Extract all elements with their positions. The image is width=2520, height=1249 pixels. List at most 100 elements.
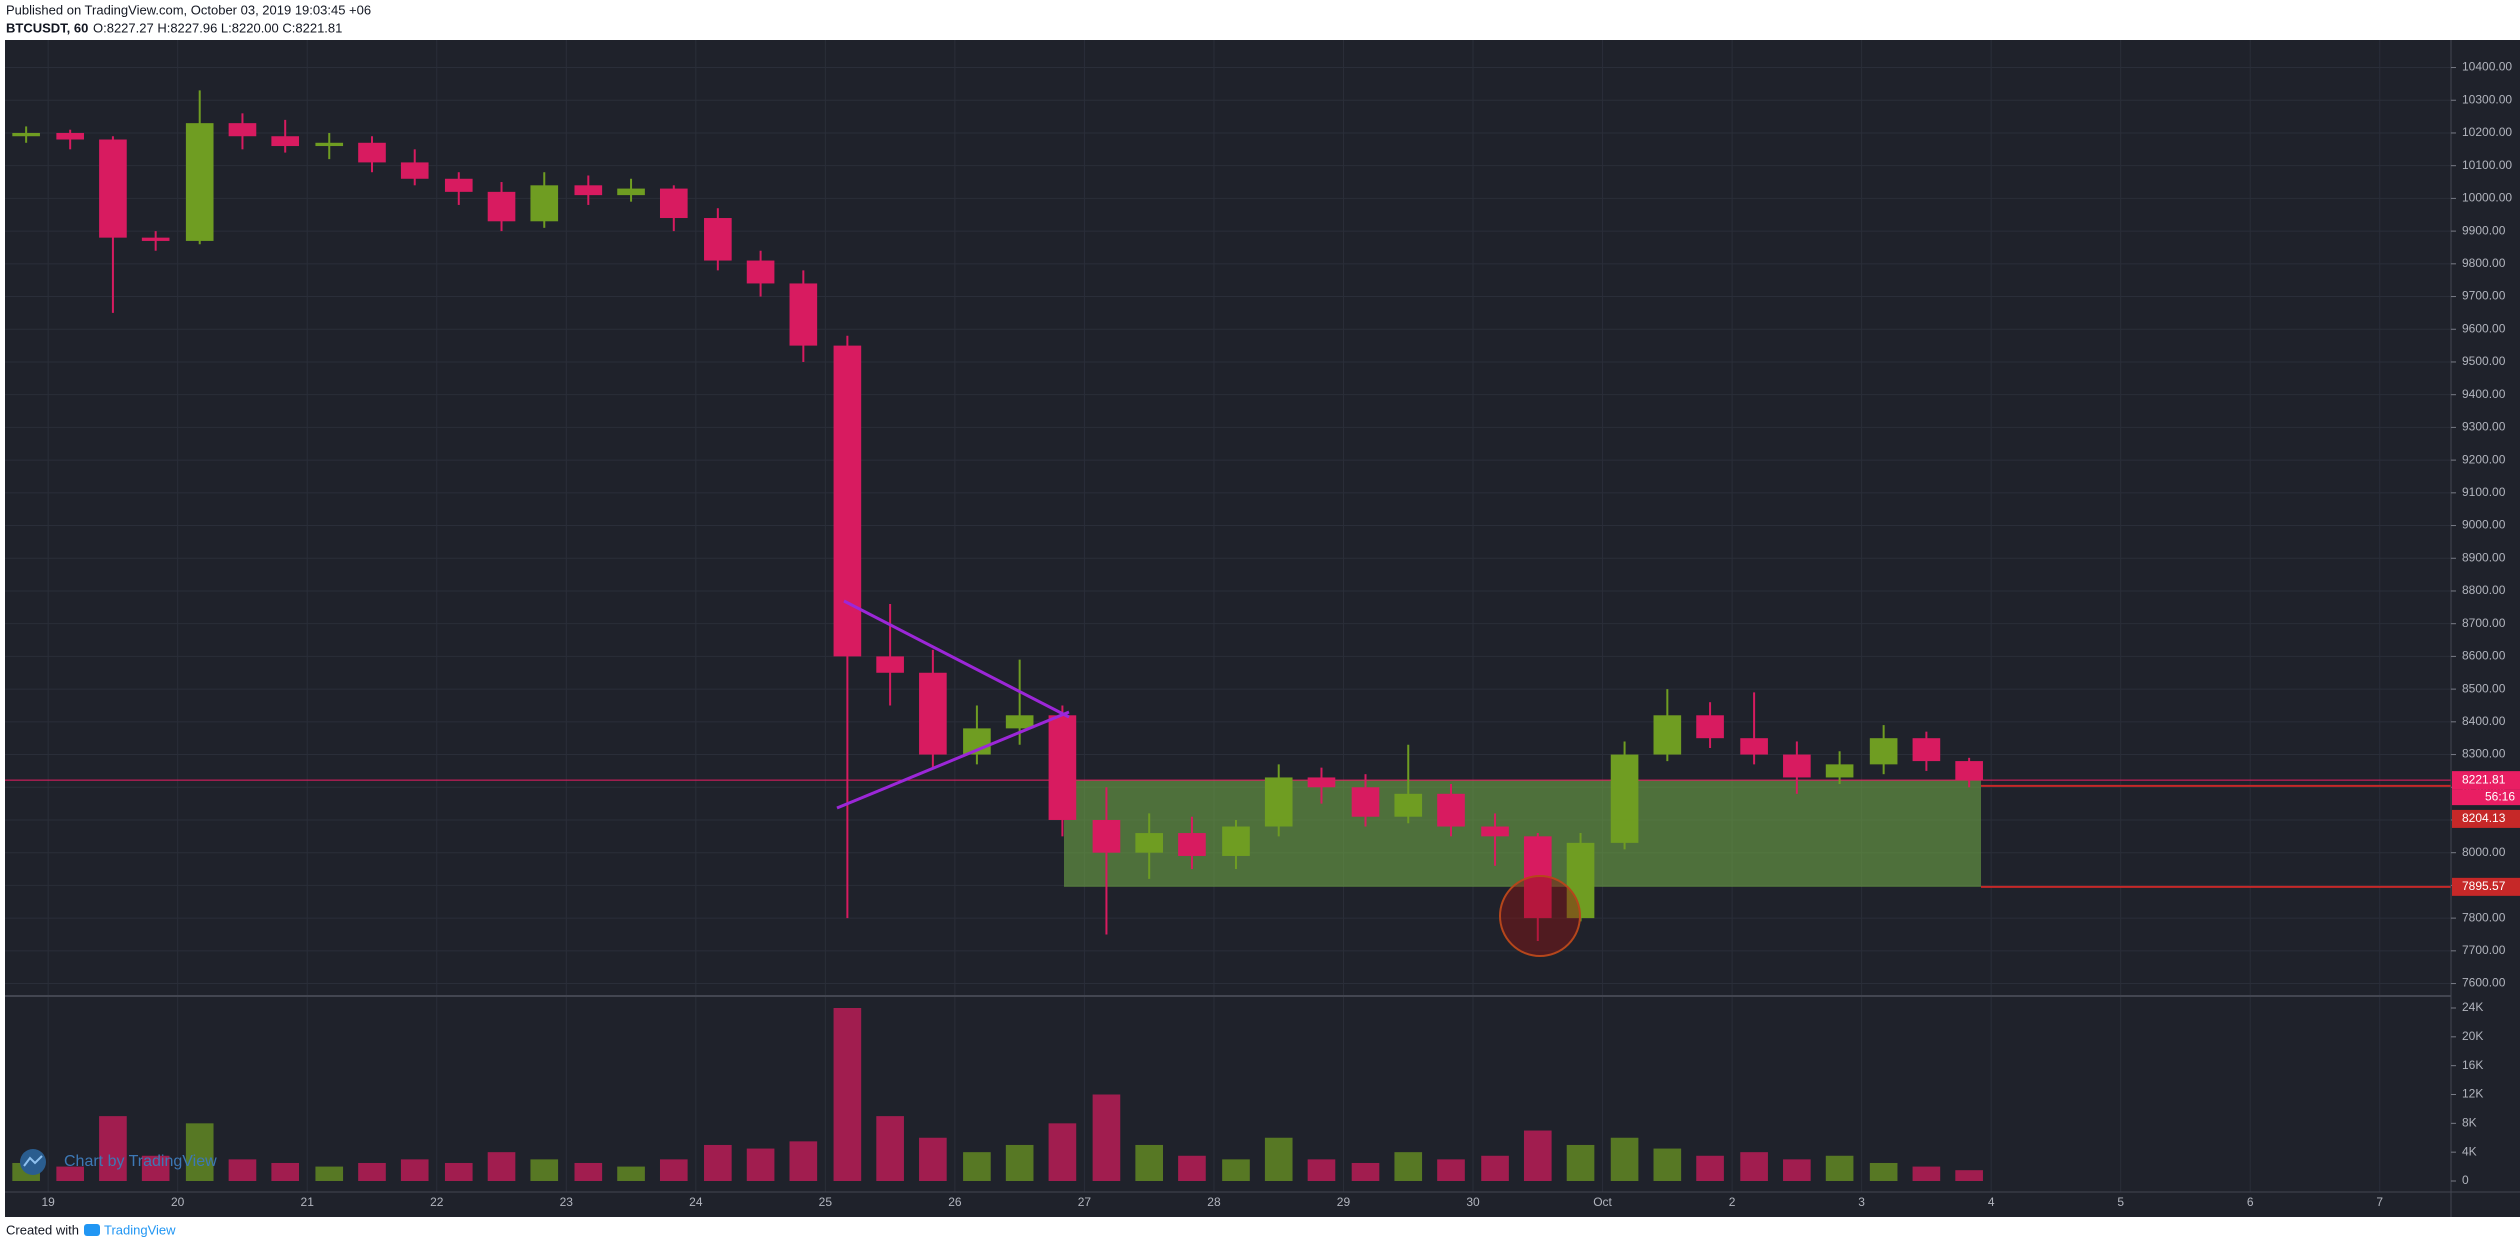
- volume-bar: [704, 1144, 732, 1181]
- y-tick-label: 7600.00: [2462, 976, 2506, 990]
- volume-bar: [1222, 1159, 1250, 1181]
- published-line: Published on TradingView.com, October 03…: [6, 2, 371, 17]
- y-tick-label: 8800.00: [2462, 583, 2506, 597]
- volume-bar: [1351, 1162, 1380, 1181]
- price-label-bg: [2452, 771, 2520, 790]
- x-tick-label: 21: [301, 1195, 315, 1209]
- candle-body: [1437, 793, 1465, 827]
- candle-body: [1653, 715, 1682, 755]
- candle-body: [1005, 715, 1034, 729]
- candle-body: [789, 283, 818, 346]
- volume-tick-label: 24K: [2462, 1000, 2483, 1014]
- countdown: 56:16: [2485, 789, 2515, 803]
- price-label-bg: [2452, 809, 2520, 828]
- y-tick-label: 10100.00: [2462, 158, 2512, 172]
- volume-bar: [789, 1141, 818, 1181]
- candle-body: [444, 178, 473, 192]
- volume-bar: [1264, 1137, 1293, 1181]
- volume-bar: [876, 1116, 904, 1181]
- highlight-circle: [1499, 875, 1581, 957]
- y-tick-label: 10400.00: [2462, 60, 2512, 74]
- volume-bar: [1135, 1144, 1164, 1181]
- candle-body: [919, 672, 947, 755]
- volume-bar: [1178, 1155, 1206, 1181]
- volume-bar: [1481, 1155, 1509, 1181]
- candle-body: [833, 345, 862, 657]
- volume-tick-label: 8K: [2462, 1116, 2477, 1130]
- y-tick-label: 9500.00: [2462, 354, 2506, 368]
- candle-body: [12, 132, 40, 137]
- candle-body: [1048, 715, 1077, 820]
- volume-bar: [659, 1159, 688, 1181]
- y-tick-label: 9800.00: [2462, 256, 2506, 270]
- y-tick-label: 8900.00: [2462, 550, 2506, 564]
- y-tick-label: 8400.00: [2462, 714, 2506, 728]
- volume-bar: [228, 1159, 257, 1181]
- volume-bar: [1783, 1159, 1811, 1181]
- volume-bar: [530, 1159, 559, 1181]
- candle-body: [141, 237, 170, 241]
- y-tick-label: 9200.00: [2462, 452, 2506, 466]
- candle-body: [1307, 777, 1336, 788]
- x-tick-label: 6: [2247, 1195, 2254, 1209]
- candle-body: [1869, 738, 1898, 765]
- x-tick-label: 2: [1729, 1195, 1736, 1209]
- y-tick-label: 8300.00: [2462, 747, 2506, 761]
- volume-tick-label: 20K: [2462, 1029, 2483, 1043]
- price-label: 7895.57: [2462, 879, 2506, 893]
- candle-body: [1740, 738, 1768, 755]
- candle-body: [1783, 754, 1811, 778]
- candle-body: [99, 139, 127, 238]
- candle-body: [1610, 754, 1639, 843]
- y-tick-label: 9700.00: [2462, 289, 2506, 303]
- y-tick-label: 7800.00: [2462, 910, 2506, 924]
- volume-bar: [833, 1007, 862, 1181]
- y-tick-label: 8000.00: [2462, 845, 2506, 859]
- range-zone: [1064, 780, 1981, 887]
- x-tick-label: 26: [948, 1195, 962, 1209]
- y-tick-label: 9900.00: [2462, 223, 2506, 237]
- volume-bar: [1653, 1148, 1682, 1181]
- chart-background: [5, 40, 2520, 1217]
- candle-body: [1912, 738, 1941, 762]
- candle-body: [1696, 715, 1724, 739]
- price-label-bg: [2452, 877, 2520, 896]
- volume-bar: [1092, 1094, 1121, 1181]
- x-tick-label: 30: [1466, 1195, 1480, 1209]
- price-label: 8221.81: [2462, 772, 2506, 786]
- candle-body: [1222, 826, 1250, 856]
- volume-bar: [444, 1162, 473, 1181]
- volume-bar: [99, 1116, 127, 1181]
- axes: 19 20 21 22 23 24 25 26 27 28 29 30 Oct 2 3 4 5 6 77600.00…: [41, 60, 2520, 1209]
- volume-bar: [315, 1166, 344, 1181]
- volume-bar: [1437, 1159, 1465, 1181]
- candle-body: [1481, 826, 1509, 837]
- y-tick-label: 10000.00: [2462, 191, 2512, 205]
- candle-body: [746, 260, 775, 284]
- volume-tick-label: 0: [2462, 1173, 2469, 1187]
- x-tick-label: 27: [1078, 1195, 1092, 1209]
- x-tick-label: 23: [560, 1195, 574, 1209]
- volume-bar: [1696, 1155, 1724, 1181]
- volume-bar: [1523, 1130, 1552, 1181]
- candle-body: [315, 142, 344, 147]
- volume-bar: [574, 1162, 603, 1181]
- candle-body: [56, 132, 84, 140]
- candle-body: [1178, 833, 1206, 856]
- candle-body: [1092, 819, 1121, 853]
- volume-bar: [1005, 1144, 1034, 1181]
- y-tick-label: 8600.00: [2462, 649, 2506, 663]
- x-tick-label: 3: [1858, 1195, 1865, 1209]
- candle-body: [876, 656, 904, 673]
- price-label: 8204.13: [2462, 811, 2506, 825]
- volume-bar: [56, 1166, 84, 1181]
- candle-body: [400, 162, 429, 179]
- candle-body: [574, 185, 603, 196]
- candle-body: [185, 123, 214, 241]
- x-tick-label: 20: [171, 1195, 185, 1209]
- volume-bar: [746, 1148, 775, 1181]
- volume-tick-label: 16K: [2462, 1058, 2483, 1072]
- footer-brand[interactable]: TradingView: [104, 1222, 176, 1237]
- volume-bar: [185, 1123, 214, 1181]
